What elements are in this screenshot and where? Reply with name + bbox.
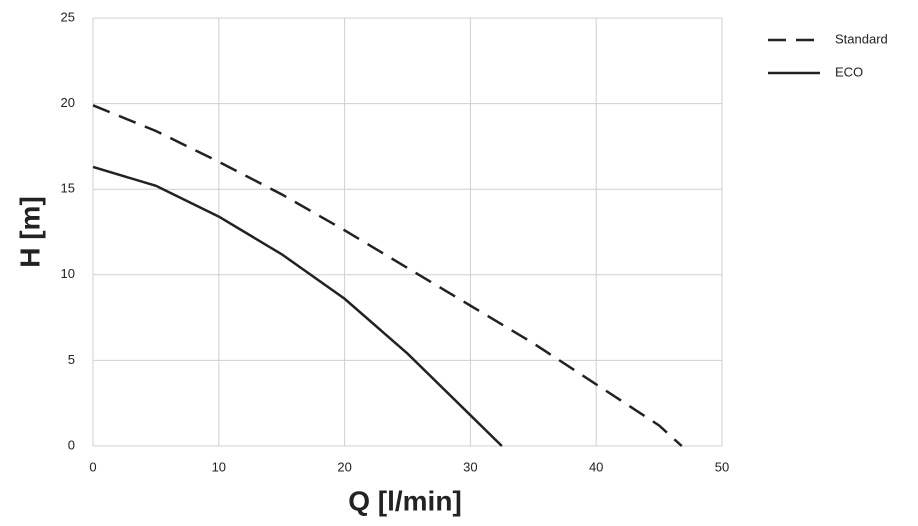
x-axis-label: Q [l/min] bbox=[348, 485, 462, 516]
legend-label: Standard bbox=[835, 31, 888, 46]
x-tick-label: 0 bbox=[89, 459, 96, 474]
series-line bbox=[92, 104, 683, 447]
x-tick-label: 40 bbox=[589, 459, 603, 474]
x-tick-label: 30 bbox=[463, 459, 477, 474]
y-tick-label: 10 bbox=[61, 266, 75, 281]
y-tick-label: 25 bbox=[61, 9, 75, 24]
legend-label: ECO bbox=[835, 64, 863, 79]
y-tick-label: 0 bbox=[68, 437, 75, 452]
y-tick-label: 5 bbox=[68, 352, 75, 367]
series-line bbox=[92, 165, 503, 447]
x-tick-label: 50 bbox=[715, 459, 729, 474]
x-tick-label: 10 bbox=[212, 459, 226, 474]
y-tick-label: 15 bbox=[61, 181, 75, 196]
y-axis-label: H [m] bbox=[14, 196, 45, 268]
x-tick-label: 20 bbox=[337, 459, 351, 474]
y-tick-label: 20 bbox=[61, 95, 75, 110]
